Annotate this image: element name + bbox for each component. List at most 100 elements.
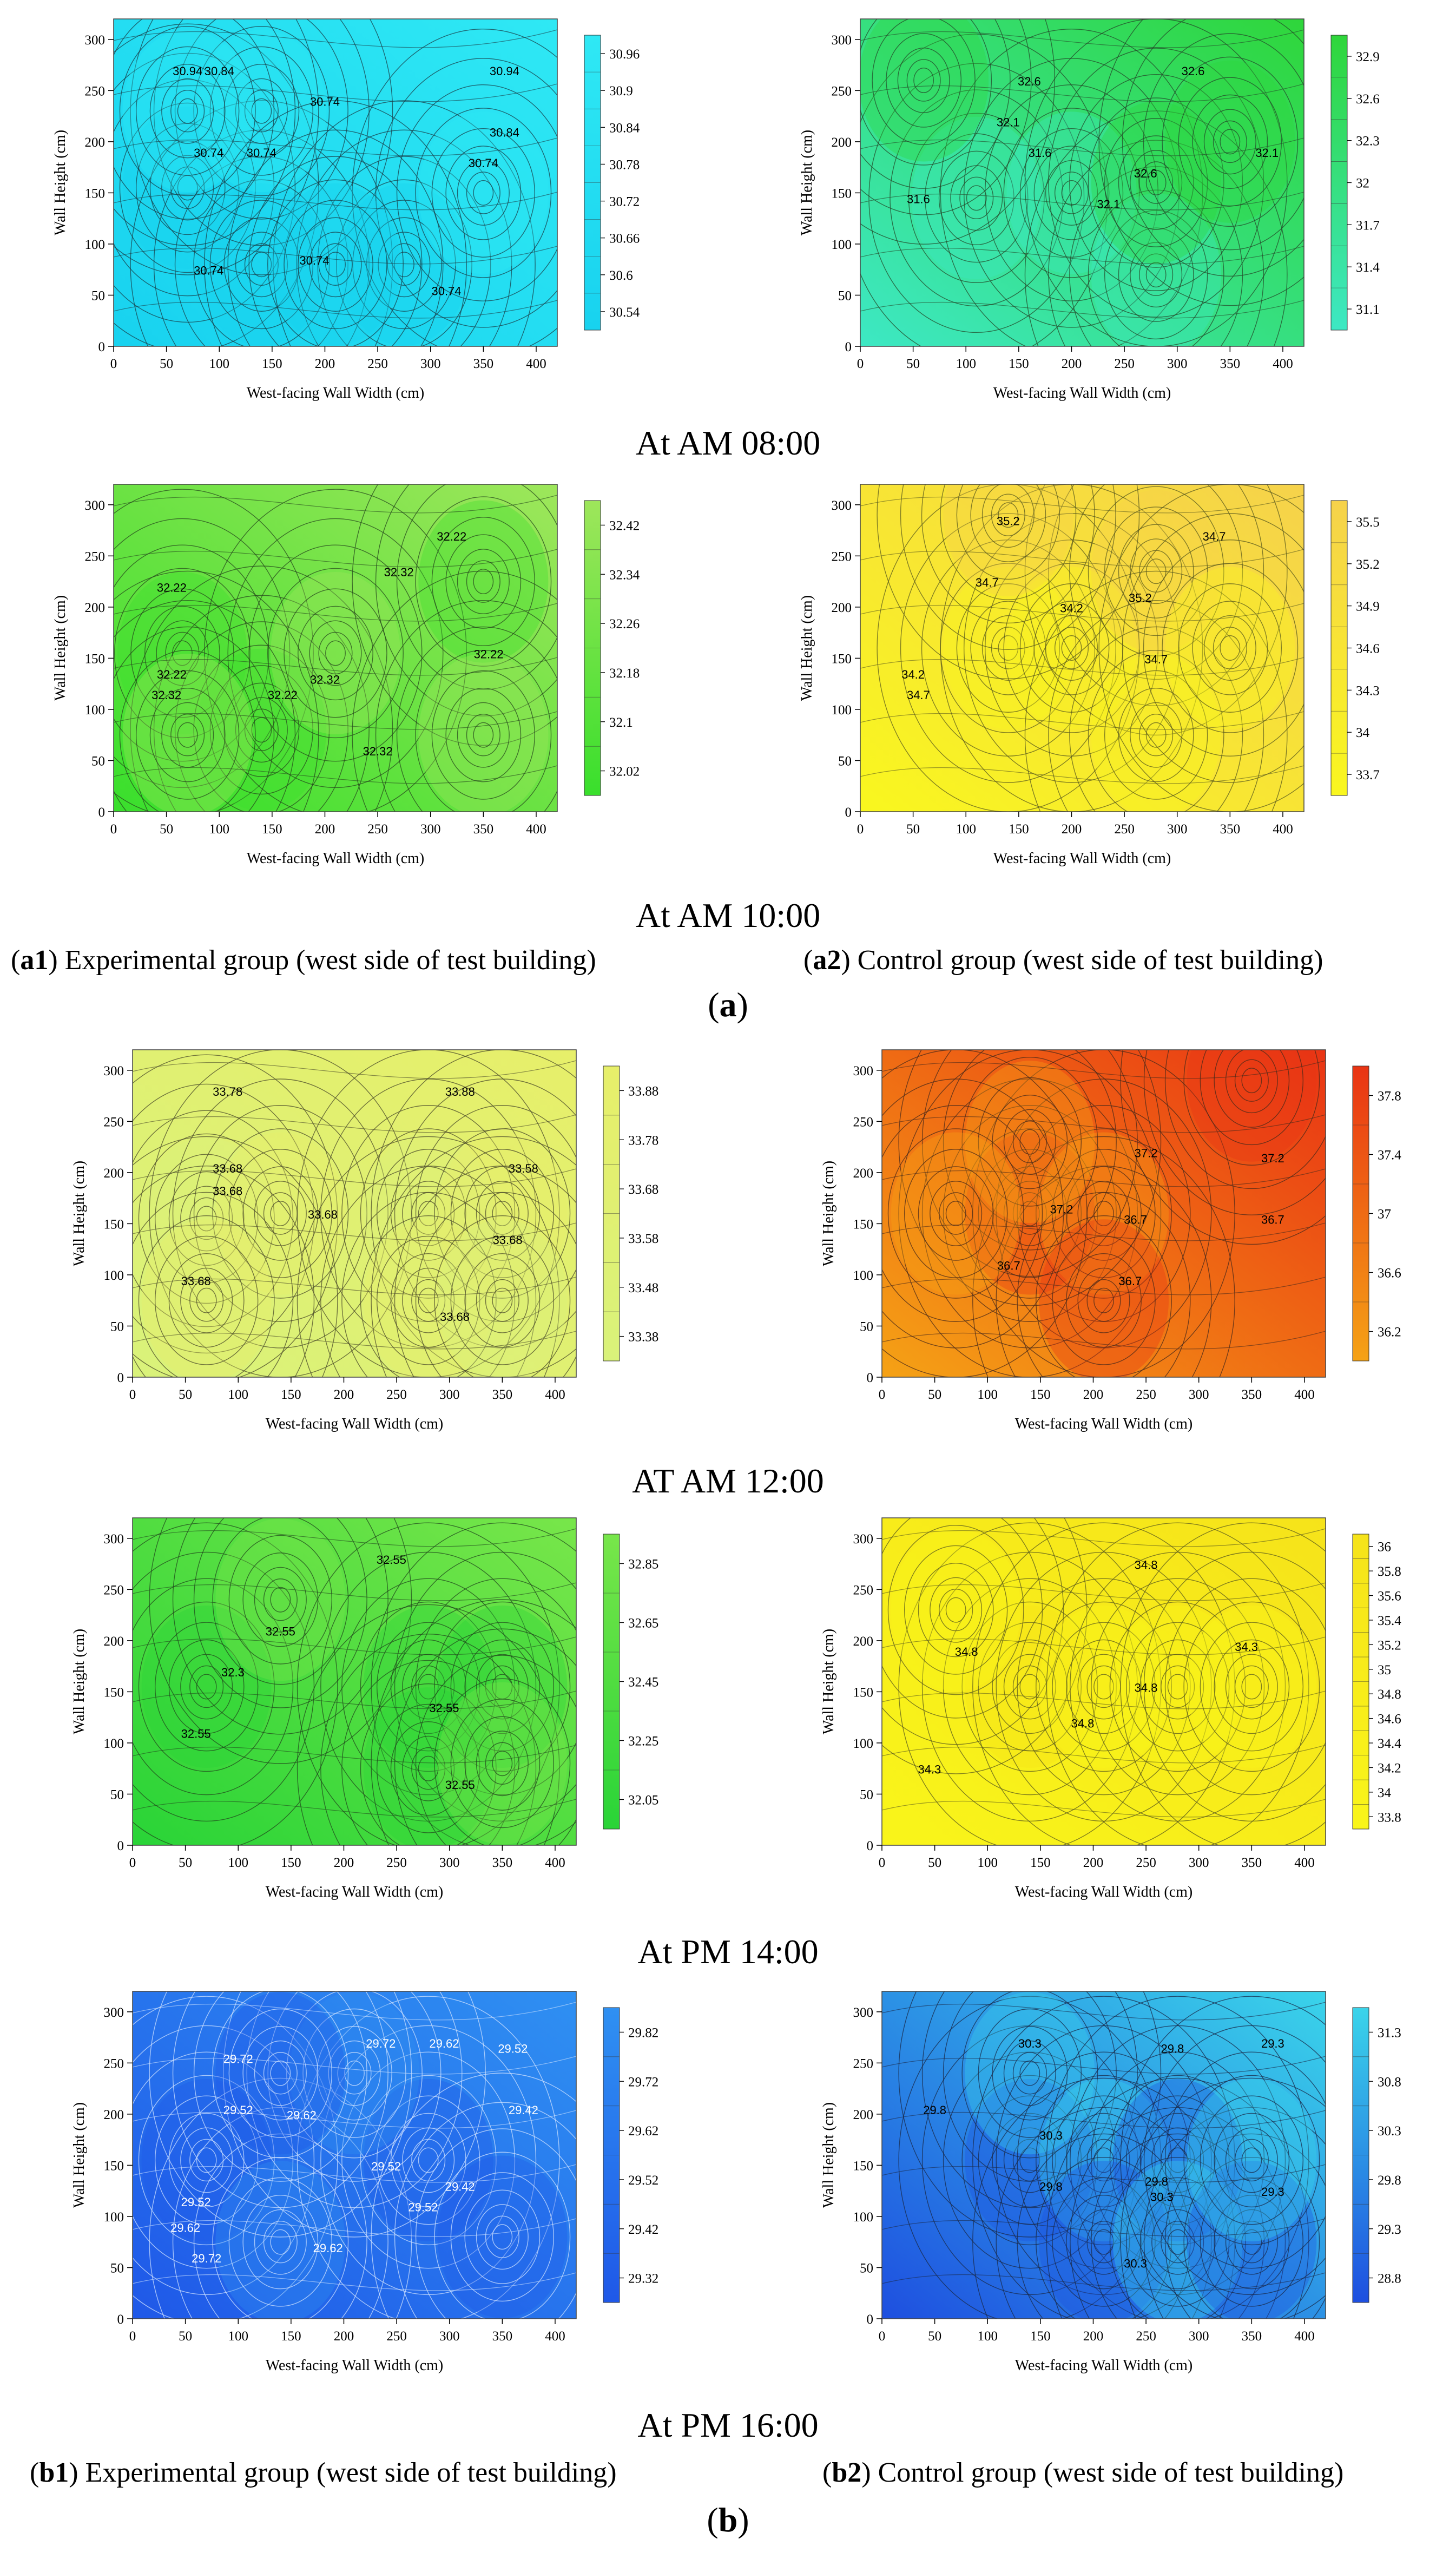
contour-ring xyxy=(263,2052,298,2095)
x-tick-label: 250 xyxy=(367,357,388,371)
y-axis-label: Wall Height (cm) xyxy=(820,1161,837,1266)
contour-ring xyxy=(390,1253,466,1348)
contour-ring xyxy=(434,1215,571,1377)
contour-ring xyxy=(1066,1639,1142,1734)
x-axis-label: West-facing Wall Width (cm) xyxy=(247,850,424,867)
contour-ring xyxy=(921,540,1095,756)
contour-curve xyxy=(882,1222,1326,1241)
x-tick-label: 200 xyxy=(1062,357,1082,371)
contour-ring xyxy=(476,1654,529,1720)
contour-label: 32.55 xyxy=(377,1553,406,1567)
y-tick-label: 150 xyxy=(104,1217,124,1232)
contour-ring xyxy=(394,1166,576,1377)
y-tick-label: 50 xyxy=(110,1787,124,1802)
contour-ring xyxy=(1098,19,1304,306)
colorbar-label: 30.78 xyxy=(609,157,640,172)
contour-ring xyxy=(1241,1068,1262,1094)
x-tick-label: 0 xyxy=(857,357,864,371)
contour-ring xyxy=(248,156,423,346)
contour-curve xyxy=(882,2218,1326,2237)
contour-curve xyxy=(882,2002,1326,2021)
contour-curve xyxy=(882,2110,1326,2129)
y-tick-label: 300 xyxy=(85,498,106,513)
contour-curve xyxy=(133,1277,576,1295)
plot-frame xyxy=(132,1517,577,1846)
colorbar-label: 33.68 xyxy=(628,1182,658,1197)
contour-ring xyxy=(1036,1215,1172,1377)
contour-ring xyxy=(1017,1578,1191,1795)
x-tick-label: 250 xyxy=(386,1856,407,1870)
y-tick-label: 0 xyxy=(98,805,106,820)
contour-ring xyxy=(434,1678,571,1845)
y-tick-label: 200 xyxy=(85,601,106,615)
x-tick-label: 350 xyxy=(473,822,494,837)
contour-ring xyxy=(360,2075,497,2246)
contour-ring xyxy=(1036,2157,1172,2319)
contour-ring xyxy=(1069,484,1243,680)
colorbar-label: 37 xyxy=(1378,1207,1391,1222)
colorbar-label: 33.78 xyxy=(628,1133,658,1148)
contour-curve xyxy=(133,1114,576,1133)
contour-ring xyxy=(418,1201,439,1226)
contour-label: 30.84 xyxy=(490,126,519,139)
contour-ring xyxy=(1213,120,1247,163)
contour-ring xyxy=(246,1991,463,2208)
contour-ring xyxy=(1214,2113,1290,2208)
contour-ring xyxy=(352,200,456,330)
plot-area xyxy=(860,484,1304,812)
contour-label: 34.8 xyxy=(1071,1717,1095,1731)
x-tick-label: 200 xyxy=(1083,2329,1104,2344)
contour-ring xyxy=(1046,2077,1309,2319)
contour-ring xyxy=(1220,635,1241,661)
contour-ring xyxy=(1061,635,1082,661)
contour-ring xyxy=(411,1279,446,1322)
colorbar-label: 34.3 xyxy=(1356,683,1380,698)
y-tick-label: 250 xyxy=(832,549,852,564)
contour-ring xyxy=(1225,1654,1278,1720)
contour-ring xyxy=(298,217,373,312)
contour-ring xyxy=(114,600,296,812)
contour-curve xyxy=(114,495,557,514)
contour-ring xyxy=(193,1518,367,1708)
colorbar-label: 32.26 xyxy=(609,617,640,631)
y-tick-label: 50 xyxy=(838,754,852,768)
contour-ring xyxy=(193,2133,367,2319)
contour-ring xyxy=(1093,1674,1114,1700)
contour-ring xyxy=(1088,189,1224,346)
contour-ring xyxy=(130,19,393,275)
hotspot-5 xyxy=(215,1992,346,2155)
contour-ring xyxy=(1024,19,1288,346)
contour-lines xyxy=(860,484,1304,812)
x-tick-label: 150 xyxy=(262,357,282,371)
contour-ring xyxy=(371,1522,576,1845)
y-tick-label: 300 xyxy=(85,33,106,48)
y-tick-label: 250 xyxy=(853,1583,874,1597)
contour-ring xyxy=(1104,506,1208,636)
contour-curve xyxy=(860,246,1304,265)
x-tick-label: 350 xyxy=(492,1856,513,1870)
contour-ring xyxy=(1118,524,1194,619)
contour-ring xyxy=(1003,2040,1056,2106)
contour-curve xyxy=(114,549,557,568)
colorbar xyxy=(1330,35,1348,331)
hotspot-1 xyxy=(215,1132,346,1295)
contour-ring xyxy=(161,702,214,768)
y-tick-label: 100 xyxy=(104,1736,124,1751)
x-tick-label: 150 xyxy=(1009,822,1029,837)
x-tick-label: 400 xyxy=(545,1856,565,1870)
hotspot-0 xyxy=(117,571,247,734)
hotspot-0 xyxy=(943,567,1073,729)
x-tick-label: 350 xyxy=(1220,822,1241,837)
contour-label: 29.62 xyxy=(170,2221,200,2234)
y-tick-label: 250 xyxy=(853,1115,874,1129)
colorbar-label: 34.4 xyxy=(1378,1736,1401,1751)
contour-ring xyxy=(464,2189,541,2284)
hotspot-4 xyxy=(363,1687,493,1845)
y-tick-label: 200 xyxy=(104,1634,124,1649)
contour-ring xyxy=(154,1235,259,1365)
contour-label: 32.22 xyxy=(157,668,187,681)
time-caption-1400: At PM 14:00 xyxy=(637,1932,819,1971)
contour-ring xyxy=(209,46,314,176)
y-axis-label: Wall Height (cm) xyxy=(71,2102,88,2208)
contour-ring xyxy=(172,1991,388,2208)
